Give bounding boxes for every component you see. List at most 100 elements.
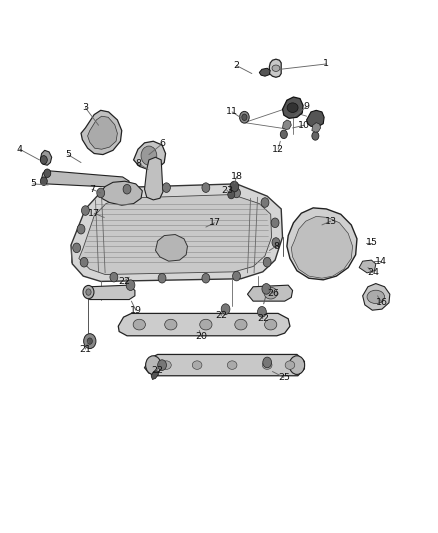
Polygon shape [291,216,353,278]
Ellipse shape [240,111,249,123]
Circle shape [202,273,210,283]
Ellipse shape [162,361,171,369]
Circle shape [233,271,240,281]
Circle shape [110,272,118,282]
Ellipse shape [242,114,247,120]
Text: 2: 2 [233,61,240,70]
Text: 19: 19 [130,306,142,314]
Circle shape [230,181,239,192]
Circle shape [40,177,47,185]
Text: 22: 22 [151,366,163,375]
Ellipse shape [272,65,280,71]
Text: 23: 23 [221,186,233,195]
Polygon shape [247,285,293,301]
Polygon shape [283,120,291,130]
Text: 17: 17 [208,219,221,227]
Polygon shape [40,150,52,165]
Circle shape [97,188,105,198]
Text: 22: 22 [215,311,227,320]
Ellipse shape [280,130,287,139]
Text: 15: 15 [366,238,378,247]
Circle shape [258,306,266,317]
Circle shape [44,169,51,177]
Polygon shape [145,354,304,376]
Text: 20: 20 [195,333,208,341]
Polygon shape [155,235,187,261]
Text: 24: 24 [367,269,379,277]
Text: 22: 22 [257,314,269,323]
Polygon shape [269,59,281,77]
Circle shape [126,280,135,290]
Polygon shape [259,68,270,76]
Circle shape [272,238,280,247]
Ellipse shape [200,319,212,330]
Ellipse shape [192,361,202,369]
Circle shape [162,183,170,192]
Circle shape [233,188,240,198]
Circle shape [87,338,92,344]
Circle shape [262,284,271,294]
Text: 25: 25 [278,373,290,382]
Polygon shape [145,157,163,200]
Polygon shape [151,370,159,379]
Circle shape [81,206,89,215]
Ellipse shape [287,103,298,112]
Polygon shape [81,110,122,155]
Ellipse shape [145,356,161,374]
Ellipse shape [289,356,305,374]
Circle shape [73,243,81,253]
Polygon shape [307,110,324,127]
Text: 26: 26 [267,289,279,297]
Text: 5: 5 [65,150,71,159]
Circle shape [221,304,230,314]
Circle shape [261,198,269,207]
Text: 8: 8 [273,242,279,251]
Polygon shape [283,97,303,118]
Circle shape [271,218,279,228]
Polygon shape [287,208,357,280]
Text: 16: 16 [376,298,388,307]
Text: 10: 10 [298,121,311,130]
Circle shape [40,156,47,164]
Circle shape [158,360,166,370]
Text: 4: 4 [17,145,23,154]
Text: 18: 18 [230,173,243,181]
Ellipse shape [86,289,91,295]
Text: 17: 17 [88,209,100,217]
Circle shape [141,146,157,165]
Ellipse shape [133,319,145,330]
Ellipse shape [227,361,237,369]
Polygon shape [42,171,129,188]
Ellipse shape [265,319,277,330]
Ellipse shape [312,132,319,140]
Polygon shape [312,123,321,132]
Text: 1: 1 [323,60,329,68]
Circle shape [158,273,166,283]
Ellipse shape [262,361,272,369]
Circle shape [263,257,271,267]
Circle shape [228,190,235,199]
Text: 13: 13 [325,217,337,225]
Circle shape [263,357,272,368]
Circle shape [77,224,85,234]
Text: 9: 9 [304,102,310,111]
Text: 12: 12 [272,145,284,154]
Text: 8: 8 [135,159,141,167]
Ellipse shape [83,286,94,298]
Text: 3: 3 [82,103,88,112]
Polygon shape [134,141,166,169]
Polygon shape [83,285,135,300]
Ellipse shape [235,319,247,330]
Circle shape [202,183,210,192]
Polygon shape [118,313,290,336]
Polygon shape [88,116,117,149]
Polygon shape [359,260,376,273]
Text: 21: 21 [79,345,92,353]
Circle shape [123,184,131,194]
Ellipse shape [285,361,295,369]
Polygon shape [79,195,272,274]
Ellipse shape [367,290,385,304]
Polygon shape [363,284,390,310]
Circle shape [84,334,96,349]
Text: 6: 6 [159,140,165,148]
